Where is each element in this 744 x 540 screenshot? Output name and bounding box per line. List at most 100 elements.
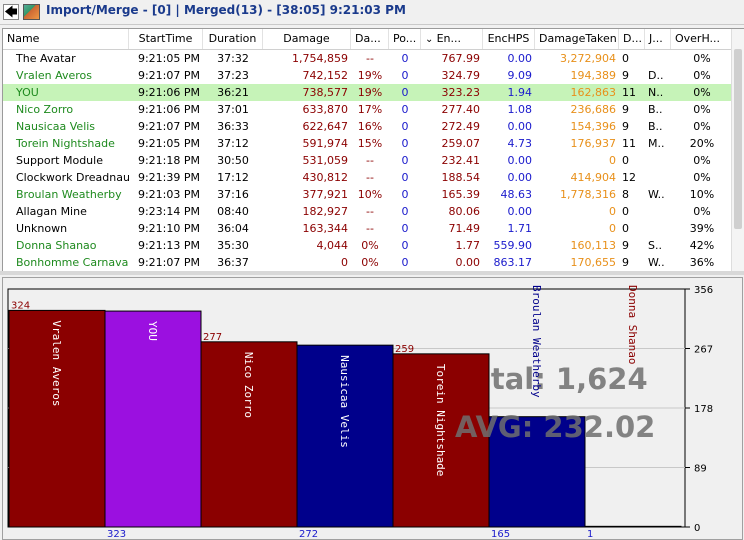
column-header-4[interactable]: Da... <box>351 29 389 49</box>
cell-dur: 37:23 <box>217 69 249 82</box>
bar-name-label: Broulan Weatherby <box>530 285 543 398</box>
cell-da: -- <box>366 154 374 167</box>
column-header-label: Da... <box>355 32 381 45</box>
cell-hps: 9.09 <box>507 69 533 82</box>
cell-j: D.. <box>648 69 664 82</box>
cell-start: 9:23:14 PM <box>137 205 200 218</box>
column-header-9[interactable]: D... <box>619 29 645 49</box>
bar-name-label: Nico Zorro <box>242 352 255 418</box>
cell-hps: 0.00 <box>507 52 533 65</box>
table-row[interactable]: YOU 9:21:06 PM 36:21 738,577 19% 0 323.23 1.94 1… <box>3 84 733 101</box>
y-tick-label: 89 <box>694 464 707 475</box>
cell-en: 1.77 <box>455 239 481 252</box>
cell-dmg: 622,647 <box>302 120 349 133</box>
cell-dmg: 430,812 <box>302 171 349 184</box>
back-arrow-icon[interactable]: 🡄 <box>3 4 19 20</box>
table-row[interactable]: Bonhomme Carnaval 9:21:07 PM 36:37 0 0% 0 0.00… <box>3 254 733 271</box>
table-row[interactable]: Donna Shanao 9:21:13 PM 35:30 4,044 0% 0 1.77 5… <box>3 237 733 254</box>
cell-dmg: 531,059 <box>302 154 349 167</box>
cell-dur: 37:32 <box>217 52 249 65</box>
panel-splitter[interactable] <box>0 271 744 275</box>
column-header-11[interactable]: OverH... <box>671 29 733 49</box>
column-header-label: En... <box>436 32 461 45</box>
cell-po: 0 <box>401 239 409 252</box>
column-header-7[interactable]: EncHPS <box>483 29 535 49</box>
bar-name-label: Donna Shanao <box>626 285 639 364</box>
cell-po: 0 <box>401 69 409 82</box>
table-row[interactable]: The Avatar 9:21:05 PM 37:32 1,754,859 -- 0 767… <box>3 50 733 67</box>
table-row[interactable]: Unknown 9:21:10 PM 36:04 163,344 -- 0 71.49 1.7… <box>3 220 733 237</box>
table-row[interactable]: Nico Zorro 9:21:06 PM 37:01 633,870 17% 0 277.… <box>3 101 733 118</box>
table-row[interactable]: Broulan Weatherby 9:21:03 PM 37:16 377,921 1… <box>3 186 733 203</box>
scrollbar-thumb[interactable] <box>734 49 742 229</box>
cell-da: 16% <box>357 120 383 133</box>
column-header-label: DamageTaken <box>539 32 617 45</box>
cell-start: 9:21:18 PM <box>137 154 200 167</box>
cell-d: 0 <box>622 222 629 235</box>
cell-po: 0 <box>401 205 409 218</box>
cell-start: 9:21:05 PM <box>137 52 200 65</box>
cell-dmg: 0 <box>341 256 348 269</box>
column-header-10[interactable]: J... <box>645 29 671 49</box>
table-row[interactable]: Nausicaa Velis 9:21:07 PM 36:33 622,647 16% 0… <box>3 118 733 135</box>
bar-value-label: 277 <box>203 332 222 343</box>
cell-po: 0 <box>401 103 409 116</box>
cell-taken: 160,113 <box>570 239 617 252</box>
cell-dmg: 591,974 <box>302 137 349 150</box>
cell-dur: 37:16 <box>217 188 249 201</box>
cell-name: Vralen Averos <box>16 69 92 82</box>
cell-da: 0% <box>361 256 379 269</box>
cell-name: Bonhomme Carnaval <box>16 256 129 269</box>
cell-start: 9:21:05 PM <box>137 137 200 150</box>
cell-da: -- <box>366 222 374 235</box>
column-header-6[interactable]: ⌄ En... <box>421 29 483 49</box>
column-header-1[interactable]: StartTime <box>129 29 203 49</box>
cell-taken: 154,396 <box>570 120 617 133</box>
cell-en: 324.79 <box>441 69 481 82</box>
cell-name: YOU <box>16 86 39 99</box>
bar-value-label: 1 <box>587 529 593 539</box>
cell-po: 0 <box>401 137 409 150</box>
cell-taken: 162,863 <box>570 86 617 99</box>
cell-hps: 0.00 <box>507 171 533 184</box>
cell-en: 272.49 <box>441 120 481 133</box>
column-header-label: StartTime <box>138 32 193 45</box>
table-row[interactable]: Vralen Averos 9:21:07 PM 37:23 742,152 19% 0 3… <box>3 67 733 84</box>
column-header-2[interactable]: Duration <box>203 29 263 49</box>
cell-taken: 176,937 <box>570 137 617 150</box>
column-header-3[interactable]: Damage <box>263 29 351 49</box>
cell-start: 9:21:07 PM <box>137 256 200 269</box>
bar <box>584 525 682 528</box>
cell-hps: 0.00 <box>507 205 533 218</box>
cell-en: 767.99 <box>441 52 481 65</box>
cell-name: Unknown <box>16 222 68 235</box>
cell-da: 19% <box>357 86 383 99</box>
table-row[interactable]: Support Module 9:21:18 PM 30:50 531,059 -- 0 2… <box>3 152 733 169</box>
cell-j: W.. <box>648 256 665 269</box>
column-header-8[interactable]: DamageTaken <box>535 29 619 49</box>
bar-value-label: 165 <box>491 529 510 539</box>
table-row[interactable]: Allagan Mine 9:23:14 PM 08:40 182,927 -- 0 80.… <box>3 203 733 220</box>
cell-po: 0 <box>401 86 409 99</box>
encounter-graph: 356 267 178 89 0 Total: 1,624 324 Vralen Averos… <box>2 277 743 540</box>
cell-da: -- <box>366 52 374 65</box>
cell-da: 0% <box>361 239 379 252</box>
table-row[interactable]: Clockwork Dreadnau... 9:21:39 PM 17:12 430,… <box>3 169 733 186</box>
cell-dur: 37:12 <box>217 137 249 150</box>
cell-en: 259.07 <box>441 137 481 150</box>
cell-hps: 0.00 <box>507 154 533 167</box>
cell-j: S.. <box>648 239 662 252</box>
cell-oh: 42% <box>689 239 715 252</box>
cell-taken: 0 <box>609 154 616 167</box>
column-header-5[interactable]: Po... <box>389 29 421 49</box>
cell-dmg: 738,577 <box>302 86 349 99</box>
table-row[interactable]: Torein Nightshade 9:21:05 PM 37:12 591,974 1… <box>3 135 733 152</box>
cell-d: 11 <box>622 137 636 150</box>
column-header-0[interactable]: Name <box>3 29 129 49</box>
cell-taken: 1,778,316 <box>560 188 616 201</box>
cell-oh: 0% <box>693 154 711 167</box>
cell-taken: 236,686 <box>570 103 617 116</box>
cell-po: 0 <box>401 222 409 235</box>
vertical-scrollbar[interactable] <box>731 29 744 271</box>
bar-name-label: YOU <box>146 321 159 341</box>
